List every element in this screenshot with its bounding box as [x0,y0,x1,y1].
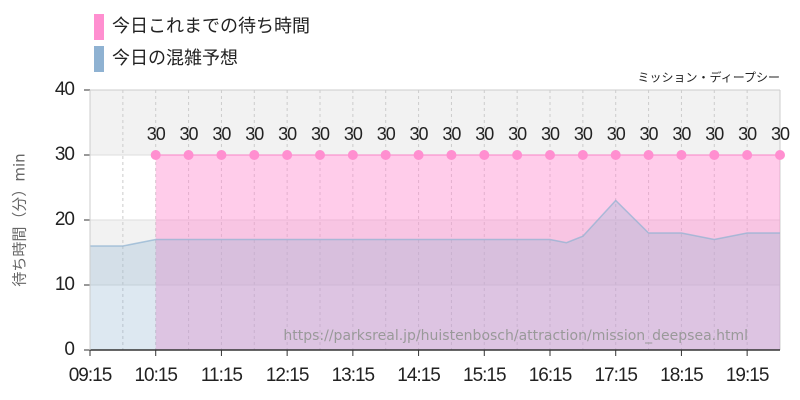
value-label: 30 [278,124,297,144]
x-tick-label: 19:15 [726,365,769,386]
legend-label: 今日これまでの待ち時間 [112,16,310,37]
legend-swatch [94,46,104,72]
annotation: https://parksreal.jp/huistenbosch/attrac… [283,328,748,344]
area [90,200,780,350]
x-tick-label: 10:15 [134,365,177,386]
value-label: 30 [640,124,659,144]
value-label: 30 [245,124,264,144]
x-tick-label: 09:15 [69,365,112,386]
point [216,150,227,160]
value-label: 30 [311,124,330,144]
point [150,150,161,160]
grid-band [90,90,780,155]
value-label: 30 [442,124,461,144]
value-label: 30 [147,124,166,144]
point [380,150,391,160]
value-label: 30 [607,124,626,144]
x-tick-label: 11:15 [201,365,243,386]
point [709,150,720,160]
point [413,150,424,160]
point [249,150,260,160]
point [610,150,621,160]
x-tick-label: 12:15 [266,365,309,386]
area-line [90,199,780,247]
value-label: 30 [475,124,494,144]
point [347,150,358,160]
y-axis-label: 待ち時間（分）min [11,153,29,286]
point [183,150,194,160]
point [282,150,293,160]
y-tick-label: 20 [55,209,75,230]
x-tick-label: 16:15 [529,365,572,386]
x-tick-label: 14:15 [397,365,440,386]
point [479,150,490,160]
y-tick-label: 40 [55,79,75,100]
value-label: 30 [410,124,429,144]
x-tick-label: 18:15 [660,365,703,386]
value-label: 30 [574,124,593,144]
point [577,150,588,160]
value-label: 30 [344,124,363,144]
grid-band [90,220,780,285]
area [155,155,780,350]
point [643,150,654,160]
point [775,150,785,160]
point [446,150,457,160]
value-label: 30 [508,124,527,144]
y-tick-label: 0 [64,339,74,360]
value-label: 30 [672,124,691,144]
value-label: 30 [377,124,396,144]
point [742,150,753,160]
y-tick-label: 10 [55,274,75,295]
value-label: 30 [212,124,231,144]
value-label: 30 [771,124,790,144]
point [512,150,523,160]
y-tick-label: 30 [55,144,75,165]
value-label: 30 [738,124,757,144]
legend-swatch [94,14,104,40]
chart-subtitle: ミッション・ディープシー [638,70,780,85]
x-tick-label: 15:15 [463,365,506,386]
legend-label: 今日の混雑予想 [112,48,238,69]
point [315,150,325,160]
value-label: 30 [705,124,724,144]
x-tick-label: 17:15 [594,365,637,386]
point [676,150,687,160]
point [545,150,555,160]
value-label: 30 [180,124,199,144]
value-label: 30 [541,124,560,144]
x-tick-label: 13:15 [332,365,375,386]
